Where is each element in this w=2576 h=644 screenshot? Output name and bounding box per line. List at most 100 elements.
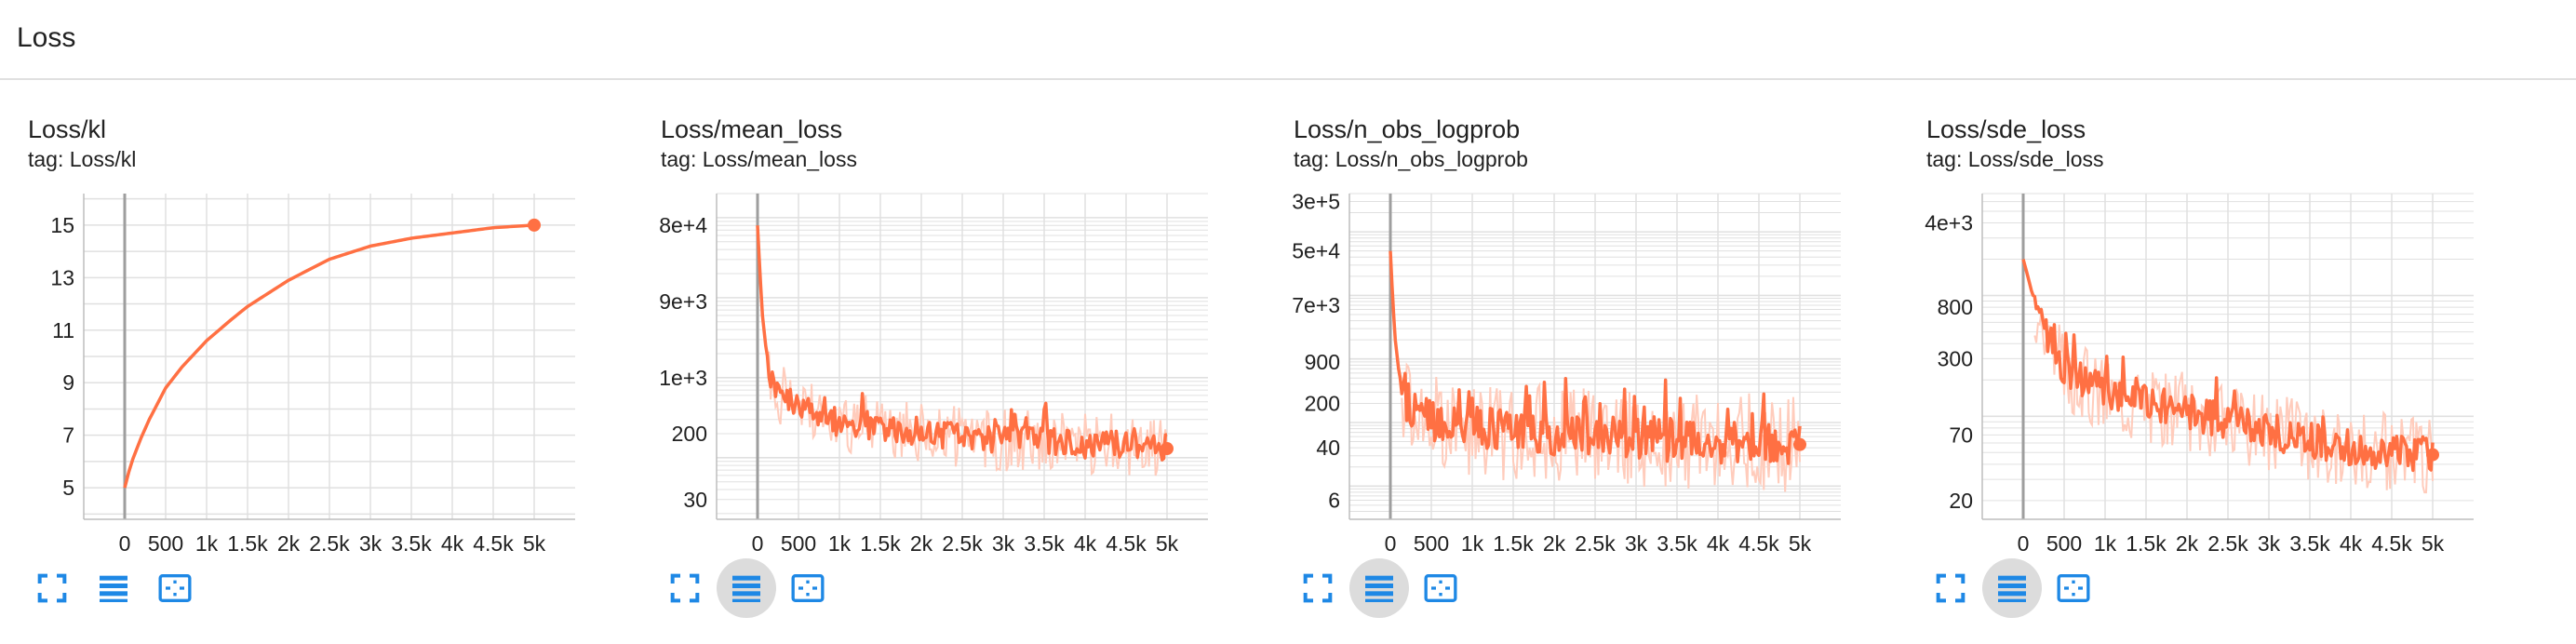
series-end-point xyxy=(1793,437,1806,451)
line-chart[interactable]: 0 500 1k 1.5k 2k 2.5k 3k 3.5k 4k 4.5k 5k 30 200 1e+3 9… xyxy=(650,184,1264,557)
y-tick-label: 900 xyxy=(1305,350,1340,374)
x-tick-label: 0 xyxy=(2018,531,2030,556)
x-tick-label: 2.5k xyxy=(1575,531,1616,556)
y-tick-label: 30 xyxy=(683,488,707,512)
x-tick-label: 2.5k xyxy=(2207,531,2248,556)
x-tick-label: 4k xyxy=(1707,531,1730,556)
y-tick-label: 40 xyxy=(1316,436,1340,460)
fullscreen-icon xyxy=(37,573,67,603)
chart-toolbar xyxy=(1921,558,2200,618)
x-tick-label: 1k xyxy=(195,531,219,556)
x-tick-label: 1k xyxy=(2094,531,2117,556)
fullscreen-button[interactable] xyxy=(655,558,715,618)
y-tick-label: 13 xyxy=(50,265,74,289)
card-title: Loss/mean_loss xyxy=(661,115,843,143)
x-tick-label: 1.5k xyxy=(227,531,268,556)
series-line xyxy=(756,225,1168,462)
y-tick-label: 6 xyxy=(1328,488,1340,512)
fullscreen-icon xyxy=(670,573,700,603)
x-tick-label: 3k xyxy=(1625,531,1648,556)
fullscreen-button[interactable] xyxy=(1288,558,1348,618)
x-tick-label: 500 xyxy=(2046,531,2082,556)
fit-domain-button[interactable] xyxy=(145,558,205,618)
fullscreen-icon xyxy=(1936,573,1966,603)
x-tick-label: 4k xyxy=(1074,531,1097,556)
fit-domain-icon xyxy=(2057,574,2090,602)
x-tick-label: 4.5k xyxy=(1738,531,1779,556)
line-chart[interactable]: 0 500 1k 1.5k 2k 2.5k 3k 3.5k 4k 4.5k 5k 20 70 300 800… xyxy=(1915,184,2529,557)
x-tick-label: 5k xyxy=(2422,531,2445,556)
x-tick-label: 2k xyxy=(277,531,301,556)
x-tick-label: 4k xyxy=(2340,531,2363,556)
fit-domain-button[interactable] xyxy=(778,558,838,618)
x-tick-label: 3k xyxy=(992,531,1015,556)
x-tick-label: 0 xyxy=(119,531,131,556)
fullscreen-button[interactable] xyxy=(22,558,82,618)
x-tick-label: 4k xyxy=(441,531,464,556)
fit-domain-icon xyxy=(1424,574,1457,602)
x-tick-label: 1.5k xyxy=(860,531,901,556)
y-tick-label: 800 xyxy=(1938,295,1973,319)
chart-card-n-obs-logprob: Loss/n_obs_logprob tag: Loss/n_obs_logpr… xyxy=(1282,112,1897,633)
chart-toolbar xyxy=(1288,558,1567,618)
x-tick-label: 500 xyxy=(781,531,816,556)
x-tick-label: 1.5k xyxy=(1493,531,1534,556)
data-table-button[interactable] xyxy=(1982,558,2042,618)
fullscreen-button[interactable] xyxy=(1921,558,1980,618)
y-tick-label: 5e+4 xyxy=(1292,239,1340,263)
data-table-button[interactable] xyxy=(717,558,776,618)
section-header: Loss xyxy=(0,0,2576,80)
y-tick-label: 8e+4 xyxy=(659,213,707,237)
series-line xyxy=(1389,250,1802,465)
card-tag: tag: Loss/kl xyxy=(28,147,137,171)
y-tick-label: 20 xyxy=(1949,489,1973,513)
y-tick-label: 200 xyxy=(1305,391,1340,415)
card-title: Loss/kl xyxy=(28,115,107,143)
x-tick-label: 0 xyxy=(1385,531,1397,556)
chart-card-sde-loss: Loss/sde_loss tag: Loss/sde_loss 0 500 1k 1… xyxy=(1915,112,2529,633)
x-tick-label: 3.5k xyxy=(1657,531,1697,556)
card-title: Loss/sde_loss xyxy=(1926,115,2086,143)
series-end-point xyxy=(528,218,541,232)
line-chart[interactable]: 0 500 1k 1.5k 2k 2.5k 3k 3.5k 4k 4.5k 5k 6 40 200 900 7… xyxy=(1282,184,1897,557)
y-tick-label: 300 xyxy=(1938,346,1973,370)
x-tick-label: 3.5k xyxy=(1024,531,1065,556)
x-tick-label: 5k xyxy=(1156,531,1179,556)
x-tick-label: 1k xyxy=(828,531,852,556)
x-tick-label: 5k xyxy=(1789,531,1812,556)
card-title: Loss/n_obs_logprob xyxy=(1294,115,1521,143)
x-tick-label: 5k xyxy=(523,531,546,556)
section-title: Loss xyxy=(17,22,76,53)
fit-domain-button[interactable] xyxy=(1411,558,1470,618)
data-table-icon xyxy=(1998,575,2026,602)
line-chart[interactable]: 0 500 1k 1.5k 2k 2.5k 3k 3.5k 4k 4.5k 5k 5 7 9 11 13 15 xyxy=(17,184,631,557)
series-end-point xyxy=(2426,448,2439,462)
x-tick-label: 2.5k xyxy=(309,531,350,556)
y-tick-label: 200 xyxy=(672,422,707,446)
y-tick-label: 4e+3 xyxy=(1925,211,1973,235)
fit-domain-button[interactable] xyxy=(2044,558,2103,618)
x-tick-label: 4.5k xyxy=(1106,531,1147,556)
x-tick-label: 3k xyxy=(2258,531,2281,556)
series-line xyxy=(123,223,535,489)
fit-domain-icon xyxy=(158,574,192,602)
data-table-button[interactable] xyxy=(84,558,143,618)
x-tick-label: 2.5k xyxy=(942,531,983,556)
data-table-button[interactable] xyxy=(1349,558,1409,618)
series-line xyxy=(2021,259,2435,473)
x-tick-label: 3.5k xyxy=(2289,531,2330,556)
x-tick-label: 3.5k xyxy=(391,531,432,556)
y-tick-label: 11 xyxy=(52,318,74,342)
fullscreen-icon xyxy=(1303,573,1333,603)
x-tick-label: 2k xyxy=(2176,531,2199,556)
y-tick-label: 7e+3 xyxy=(1292,293,1340,317)
chart-card-kl: Loss/kl tag: Loss/kl 0 500 1k 1.5k 2k 2.5k 3k 3… xyxy=(17,112,631,633)
y-tick-label: 9e+3 xyxy=(659,289,707,314)
y-tick-label: 7 xyxy=(62,423,74,448)
chart-card-mean-loss: Loss/mean_loss tag: Loss/mean_loss 0 500 1… xyxy=(650,112,1264,633)
x-tick-label: 500 xyxy=(148,531,183,556)
data-table-icon xyxy=(1365,575,1393,602)
x-tick-label: 2k xyxy=(1543,531,1566,556)
x-tick-label: 500 xyxy=(1414,531,1449,556)
y-tick-label: 1e+3 xyxy=(659,366,707,390)
